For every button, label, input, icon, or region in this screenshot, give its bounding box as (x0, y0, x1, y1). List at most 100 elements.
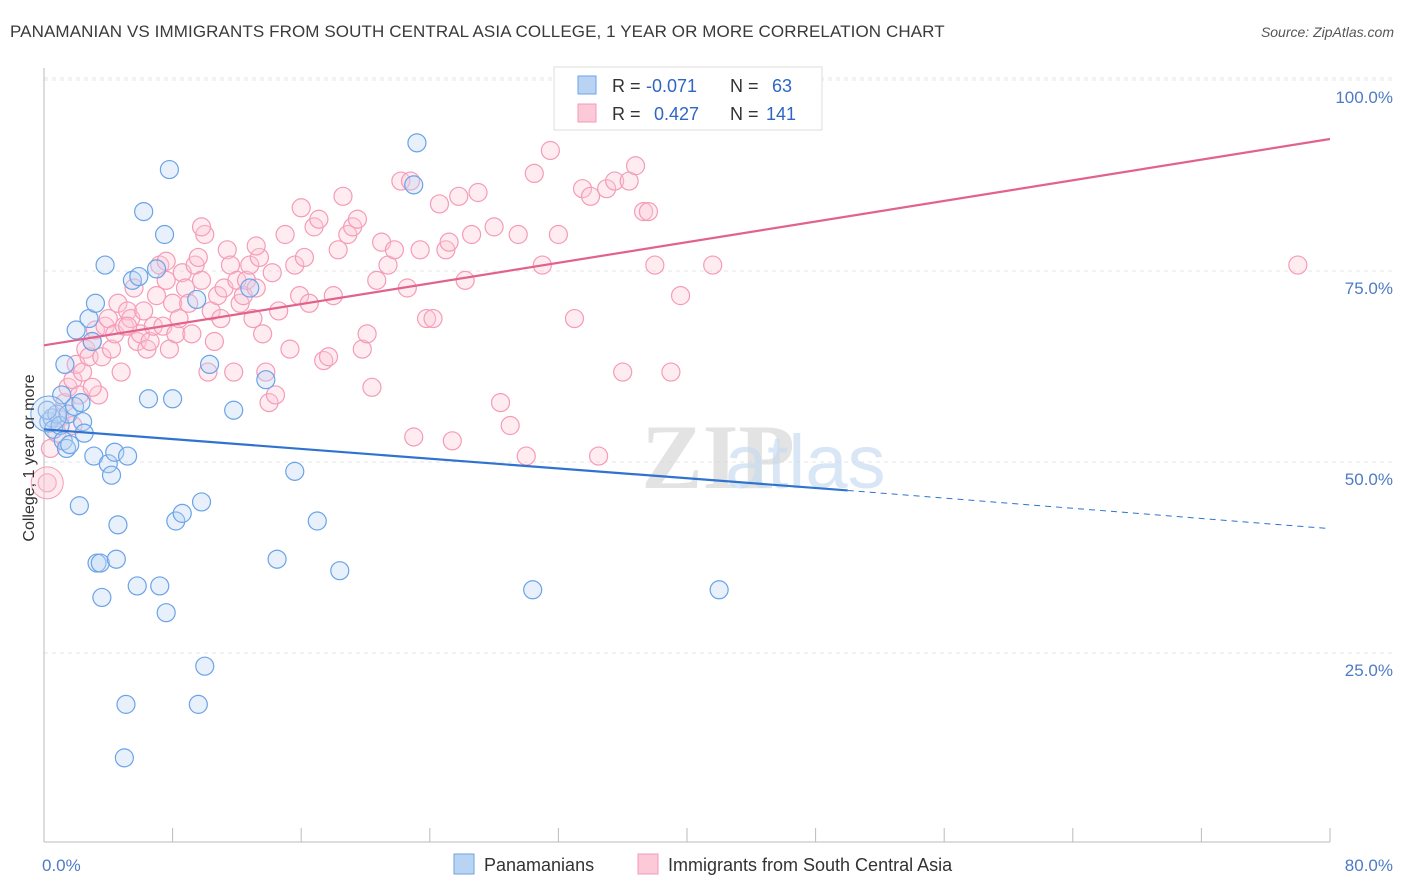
point-pink-135 (191, 217, 212, 237)
point-blue-54 (285, 461, 305, 481)
point-pink-96 (404, 427, 424, 447)
point-pink-69 (265, 385, 286, 405)
point-pink-116 (564, 308, 585, 329)
point-pink-15 (92, 347, 112, 367)
watermark-zip: ZIP (641, 406, 794, 508)
point-pink-30 (140, 331, 160, 352)
point-blue-23 (95, 255, 115, 275)
point-pink-67 (259, 393, 279, 413)
point-pink-80 (318, 347, 339, 367)
data-points (30, 133, 1308, 768)
watermark-atlas: atlas (725, 420, 886, 505)
point-blue-31 (117, 446, 138, 466)
x-tick-labels: 0.0% 80.0% (42, 856, 1393, 875)
point-pink-120 (597, 179, 617, 199)
point-pink-41 (175, 278, 196, 298)
point-blue-41 (159, 159, 179, 180)
point-pink-124 (625, 156, 646, 176)
point-blue-35 (134, 202, 154, 222)
legend-n-value-pink: 141 (766, 104, 796, 124)
point-pink-81 (323, 286, 343, 306)
point-blue-30 (116, 694, 136, 714)
point-pink-78 (309, 209, 329, 229)
series-legend-label-pink: Immigrants from South Central Asia (668, 855, 953, 875)
point-blue-53 (267, 549, 287, 569)
point-blue-42 (163, 389, 183, 409)
point-pink-46 (191, 270, 212, 290)
legend-swatch-pink (577, 103, 597, 123)
trend-line-blue-dashed (847, 489, 1331, 530)
y-tick-labels: 100.0% 75.0% 50.0% 25.0% (1335, 88, 1393, 680)
y-tick-label-1: 75.0% (1345, 279, 1393, 298)
point-pink-106 (468, 182, 488, 203)
stats-legend-box (553, 66, 823, 131)
point-pink-110 (508, 224, 528, 245)
point-pink-88 (357, 324, 377, 344)
point-blue-59 (523, 580, 543, 600)
point-pink-21 (111, 362, 131, 382)
point-pink-94 (391, 171, 411, 191)
point-pink-134 (246, 236, 266, 256)
point-pink-126 (638, 202, 659, 222)
point-pink-75 (294, 247, 315, 268)
point-blue-29 (114, 748, 134, 768)
stats-legend: R = -0.071 N = 63 R = 0.427 N = 141 (553, 66, 823, 131)
point-pink-68 (262, 263, 282, 283)
point-pink-cluster (30, 466, 64, 500)
point-pink-130 (703, 255, 723, 275)
point-pink-117 (572, 179, 593, 199)
point-pink-25 (124, 278, 144, 298)
point-blue-26 (105, 442, 125, 462)
point-pink-122 (613, 362, 633, 382)
point-pink-125 (633, 202, 654, 222)
point-pink-98 (416, 308, 437, 329)
point-blue-17 (82, 331, 102, 352)
legend-swatch-blue (577, 75, 597, 95)
point-pink-32 (146, 286, 167, 306)
point-pink-54 (217, 240, 237, 260)
point-blue-25 (101, 465, 122, 485)
point-pink-97 (410, 240, 430, 260)
legend-n-label-pink: N = (730, 104, 759, 124)
point-pink-105 (461, 224, 482, 245)
point-pink-45 (188, 247, 208, 268)
point-blue-27 (106, 549, 126, 569)
point-blue-13 (71, 393, 91, 413)
point-pink-121 (605, 171, 625, 191)
point-pink-87 (352, 339, 372, 359)
point-blue-24 (98, 454, 118, 474)
trend-line-blue (43, 428, 848, 492)
point-pink-65 (253, 324, 273, 344)
point-blue-45 (187, 289, 207, 310)
point-pink-114 (540, 140, 560, 161)
point-blue-51 (240, 278, 260, 298)
y-tick-label-3: 25.0% (1345, 661, 1393, 680)
point-pink-119 (588, 446, 609, 466)
series-legend-swatch-blue (453, 853, 475, 875)
point-pink-82 (328, 240, 348, 260)
legend-r-label-blue: R = (612, 76, 641, 96)
point-pink-62 (243, 308, 263, 329)
point-pink-83 (333, 186, 353, 206)
point-blue-37 (146, 259, 167, 279)
point-blue-38 (150, 576, 170, 596)
point-blue-49 (199, 354, 220, 374)
series-legend-label-blue: Panamanians (484, 855, 594, 875)
point-pink-131 (1288, 255, 1308, 275)
point-pink-109 (500, 415, 520, 436)
point-blue-22 (92, 587, 112, 608)
legend-r-value-blue: -0.071 (646, 76, 697, 96)
point-blue-56 (330, 561, 350, 581)
point-pink-140 (439, 232, 459, 252)
point-blue-9 (60, 435, 80, 455)
y-axis-label: College, 1 year or more (21, 374, 38, 541)
point-pink-63 (246, 278, 266, 298)
point-pink-127 (645, 255, 665, 275)
point-blue-48 (195, 656, 215, 676)
point-pink-107 (484, 217, 504, 237)
point-blue-50 (224, 400, 244, 420)
point-pink-72 (280, 339, 300, 359)
point-pink-13 (85, 320, 106, 340)
point-blue-33 (127, 576, 147, 596)
